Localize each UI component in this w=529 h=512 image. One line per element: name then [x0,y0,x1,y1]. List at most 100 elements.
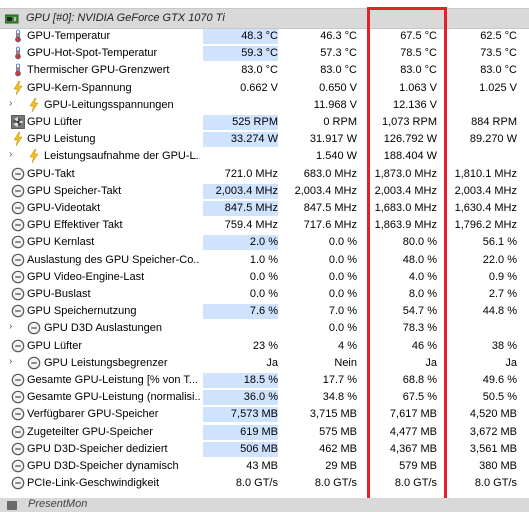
average-value: 2.7 % [488,288,517,300]
sensor-row[interactable]: GPU Speichernutzung 7.6 % 7.0 % 54.7 % 44.8 … [0,303,529,320]
average-value: 1.025 V [479,81,517,94]
sensor-row[interactable]: GPU Leistung 33.274 W 31.917 W 126.792 W 89.… [0,131,529,148]
minimum-value: 7.0 % [328,305,357,318]
expand-chevron-icon[interactable]: › [9,321,13,333]
presentmon-section-header[interactable]: PresentMon [0,498,529,512]
average-value: 1,796.2 MHz [454,219,517,232]
sensor-row[interactable]: GPU-Buslast 0.0 % 0.0 % 8.0 % 2.7 % [0,286,529,303]
sensor-row[interactable]: Thermischer GPU-Grenzwert 83.0 °C 83.0 °C 8… [0,62,529,79]
clock-icon [11,253,25,267]
sensor-label: Verfügbarer GPU-Speicher [27,408,159,421]
sensor-row[interactable]: Auslastung des GPU Speicher-Co... 1.0 % 0.… [0,252,529,269]
sensor-row[interactable]: GPU Speicher-Takt 2,003.4 MHz 2,003.4 MHz 2… [0,183,529,200]
maximum-value: 4,367 MB [389,442,437,455]
sensor-row[interactable]: GPU D3D-Speicher dynamisch 43 MB 29 MB 579 … [0,458,529,475]
expand-chevron-icon[interactable]: › [9,149,13,161]
expand-chevron-icon[interactable]: › [9,355,13,367]
average-value: 1,810.1 MHz [454,167,517,180]
sensor-label: GPU-Leitungsspannungen [44,98,174,111]
sensor-row[interactable]: GPU-Kern-Spannung 0.662 V 0.650 V 1.063 V 1.… [0,80,529,97]
sensor-label: Leistungsaufnahme der GPU-L... [44,150,200,163]
thermometer-icon [11,63,25,77]
average-value: 83.0 °C [480,64,517,77]
sensor-label: GPU-Kern-Spannung [27,81,132,94]
clock-icon [27,356,41,370]
minimum-value: 3,715 MB [309,408,357,421]
gpu-section-title: GPU [#0]: NVIDIA GeForce GTX 1070 Ti [26,12,225,24]
average-value: 49.6 % [482,374,517,386]
average-value [447,98,517,113]
clock-icon [11,373,25,387]
maximum-value: 4.0 % [408,270,437,283]
sensor-row[interactable]: GPU D3D-Speicher dediziert 506 MB 462 MB 4,… [0,441,529,458]
sensor-row[interactable]: › GPU Leistungsbegrenzer Ja Nein Ja Ja [0,355,529,372]
lightning-icon [11,80,25,95]
sensor-row[interactable]: GPU Kernlast 2.0 % 0.0 % 80.0 % 56.1 % [0,234,529,251]
maximum-value: 8.0 % [408,288,437,300]
clock-icon [11,476,25,490]
average-value: 884 RPM [471,116,517,128]
sensor-row[interactable]: Verfügbarer GPU-Speicher 7,573 MB 3,715 MB… [0,406,529,423]
maximum-value: 1,863.9 MHz [374,219,437,232]
sensor-label: GPU-Buslast [27,288,91,300]
minimum-value: 0 RPM [323,116,357,128]
current-value: 2.0 % [203,235,278,251]
current-value: 7,573 MB [203,407,278,423]
sensor-row[interactable]: Gesamte GPU-Leistung [% von T... 18.5 % 17… [0,372,529,389]
current-value: 525 RPM [203,115,278,130]
sensor-row[interactable]: GPU Effektiver Takt 759.4 MHz 717.6 MHz 1,8… [0,217,529,234]
maximum-value: 46 % [411,339,437,352]
sensor-label: GPU Leistung [27,133,96,146]
sensor-row[interactable]: GPU-Hot-Spot-Temperatur 59.3 °C 57.3 °C 78.… [0,45,529,62]
sensor-row[interactable]: GPU-Videotakt 847.5 MHz 847.5 MHz 1,683.0 M… [0,200,529,217]
minimum-value: 4 % [338,339,357,352]
maximum-value: 12.136 V [392,98,437,111]
sensor-label: Zugeteilter GPU-Speicher [27,425,153,438]
sensor-row[interactable]: › Leistungsaufnahme der GPU-L... 1.540 W 18… [0,148,529,165]
minimum-value: 31.917 W [309,133,357,146]
sensor-row[interactable]: PCIe-Link-Geschwindigkeit 8.0 GT/s 8.0 GT/… [0,475,529,492]
sensor-row[interactable]: GPU-Temperatur 48.3 °C 46.3 °C 67.5 °C 62.5 … [0,28,529,45]
maximum-value: 4,477 MB [389,425,437,438]
gpu-section-header[interactable]: GPU [#0]: NVIDIA GeForce GTX 1070 Ti [0,8,529,29]
sensor-row[interactable]: GPU Lüfter 23 % 4 % 46 % 38 % [0,338,529,355]
sensor-row[interactable]: GPU Lüfter 525 RPM 0 RPM 1,073 RPM 884 RPM [0,114,529,131]
sensor-row[interactable]: Gesamte GPU-Leistung (normalisi... 36.0 %… [0,389,529,406]
sensor-label: GPU Effektiver Takt [27,219,123,232]
expand-chevron-icon[interactable]: › [9,97,13,109]
average-value: 2,003.4 MHz [454,184,517,197]
minimum-value: 11.968 V [313,98,357,111]
current-value: 48.3 °C [203,29,278,44]
sensor-row[interactable]: › GPU-Leitungsspannungen 11.968 V 12.136 V [0,97,529,114]
sensor-label: GPU D3D-Speicher dynamisch [27,460,179,472]
minimum-value: 847.5 MHz [303,202,357,214]
average-value: 1,630.4 MHz [454,202,517,214]
maximum-value: 67.5 % [402,391,437,404]
sensor-label: Thermischer GPU-Grenzwert [27,64,170,77]
thermometer-icon [11,29,25,43]
sensor-row[interactable]: GPU Video-Engine-Last 0.0 % 0.0 % 4.0 % 0.9 … [0,269,529,286]
minimum-value: 0.0 % [328,322,357,335]
minimum-value: 462 MB [319,442,357,455]
minimum-value: 57.3 °C [320,47,357,60]
current-value [203,98,278,113]
fan-icon [11,115,25,129]
sensor-label: GPU Lüfter [27,116,83,128]
lightning-icon [27,97,41,112]
sensor-row[interactable]: › GPU D3D Auslastungen 0.0 % 78.3 % [0,320,529,337]
average-value [447,149,517,164]
minimum-value: 8.0 GT/s [314,477,357,490]
clock-icon [11,167,25,181]
sensor-row[interactable]: GPU-Takt 721.0 MHz 683.0 MHz 1,873.0 MHz 1,8… [0,166,529,183]
minimum-value: 1.540 W [316,150,357,163]
minimum-value: 717.6 MHz [303,219,357,232]
clock-icon [11,235,25,249]
sensor-label: GPU Video-Engine-Last [27,270,145,283]
current-value: 8.0 GT/s [235,477,278,490]
maximum-value: 2,003.4 MHz [374,184,437,197]
clock-icon [11,218,25,232]
sensor-row[interactable]: Zugeteilter GPU-Speicher 619 MB 575 MB 4,47… [0,424,529,441]
current-value: 1.0 % [249,253,278,266]
average-value [447,321,517,336]
current-value: 2,003.4 MHz [203,183,278,199]
